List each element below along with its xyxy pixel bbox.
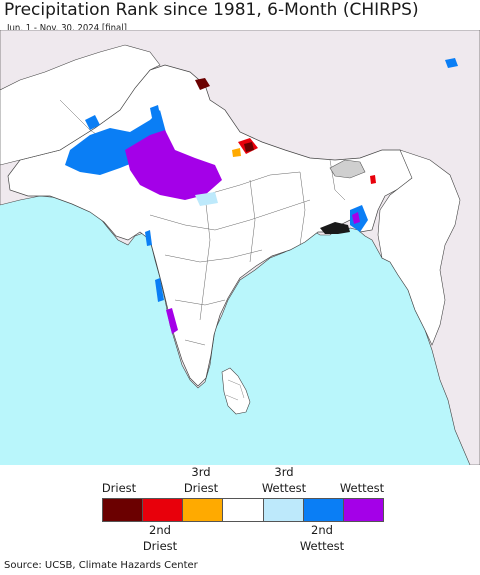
legend-swatch-3rd-wettest bbox=[263, 499, 304, 521]
map-title: Precipitation Rank since 1981, 6-Month (… bbox=[4, 0, 419, 20]
legend-swatch-2nd-driest bbox=[143, 499, 184, 521]
source-credit: Source: UCSB, Climate Hazards Center bbox=[4, 560, 198, 571]
pakistan-afghanistan bbox=[0, 44, 161, 166]
legend-label-2nd-wettest: 2nd Wettest bbox=[299, 523, 345, 553]
legend-label-wettest: Wettest bbox=[339, 481, 385, 495]
legend-label-2nd-driest: 2nd Driest bbox=[142, 523, 178, 553]
dry-anomalies bbox=[195, 78, 376, 184]
legend-swatch-2nd-wettest bbox=[303, 499, 344, 521]
myanmar bbox=[377, 149, 461, 346]
legend-swatch-driest bbox=[103, 499, 144, 521]
sri-lanka bbox=[221, 367, 251, 415]
legend-swatch-normal bbox=[223, 499, 264, 521]
precipitation-rank-map bbox=[0, 30, 480, 465]
legend-color-bar bbox=[102, 498, 384, 522]
bhutan-area bbox=[329, 159, 366, 179]
legend-label-3rd-driest: 3rd Driest bbox=[183, 465, 219, 495]
legend-label-3rd-wettest: 3rd Wettest bbox=[261, 465, 307, 495]
map-subtitle: Jun. 1 - Nov. 30, 2024 [final] bbox=[7, 23, 127, 34]
sri-lanka-borders bbox=[225, 379, 245, 401]
legend-swatch-3rd-driest bbox=[183, 499, 224, 521]
bengal-delta bbox=[320, 222, 350, 234]
legend-swatch-wettest bbox=[343, 499, 383, 521]
wet-anomalies bbox=[65, 58, 458, 334]
legend-label-driest: Driest bbox=[101, 481, 137, 495]
